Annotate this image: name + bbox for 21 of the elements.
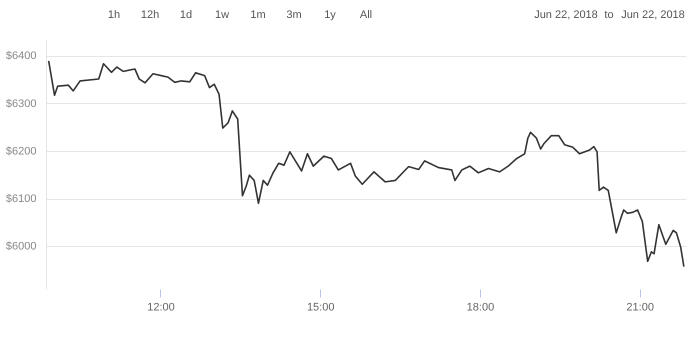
text: All <box>360 9 372 21</box>
y-tick-label: $6200 <box>6 145 36 158</box>
text: 1h <box>108 9 120 21</box>
text: Jun 22, 2018 <box>621 9 685 21</box>
x-tick-label: 21:00 <box>626 302 654 314</box>
y-tick-label: $6100 <box>6 193 36 206</box>
text: Jun 22, 2018 <box>534 9 598 21</box>
y-tick-label: $6000 <box>6 240 36 253</box>
text: 1y <box>324 9 336 21</box>
text: 3m <box>286 9 302 21</box>
x-tick-label: 12:00 <box>147 302 175 314</box>
text: 1w <box>214 9 230 21</box>
text: 12h <box>140 9 160 21</box>
text: 1m <box>250 9 266 21</box>
y-tick-label: $6400 <box>6 50 36 62</box>
x-tick-label: 18:00 <box>466 302 494 314</box>
x-tick-label: 15:00 <box>306 302 334 314</box>
line-series <box>48 60 685 268</box>
y-tick-label: $6300 <box>6 98 36 110</box>
text: to <box>604 9 614 21</box>
text: 1d <box>180 9 192 21</box>
